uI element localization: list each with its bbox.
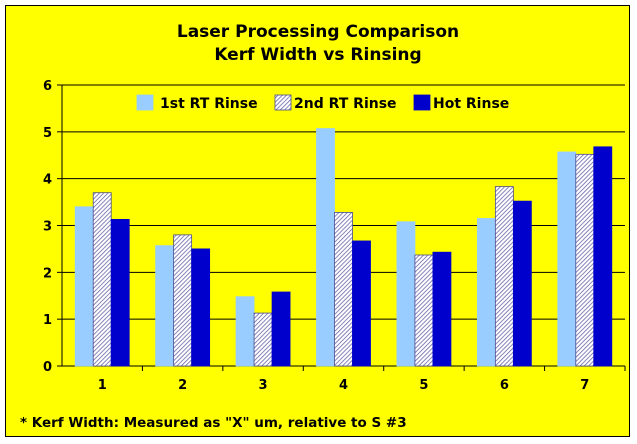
bar-hot-rinse-7 xyxy=(594,147,612,366)
bar-hot-rinse-4 xyxy=(353,241,371,366)
y-tick-label: 3 xyxy=(43,220,52,235)
bar-2nd-rt-rinse-2 xyxy=(174,235,192,366)
bar-1st-rt-rinse-5 xyxy=(397,222,415,366)
bar-2nd-rt-rinse-5 xyxy=(415,255,433,366)
bar-1st-rt-rinse-2 xyxy=(156,246,174,366)
bar-2nd-rt-rinse-7 xyxy=(576,154,594,366)
x-tick-label: 2 xyxy=(178,378,187,393)
bar-2nd-rt-rinse-6 xyxy=(495,187,513,366)
legend-swatch-1st-rt-rinse xyxy=(137,95,153,110)
x-tick-label: 1 xyxy=(98,378,107,393)
x-tick-label: 6 xyxy=(500,378,509,393)
chart-frame: Laser Processing Comparison Kerf Width v… xyxy=(5,5,630,437)
bar-hot-rinse-5 xyxy=(433,252,451,366)
plot-area: 0 1 2 3 4 5 6 1 2 3 4 5 6 7 xyxy=(43,79,625,393)
bar-hot-rinse-2 xyxy=(192,249,210,366)
bar-hot-rinse-1 xyxy=(111,219,129,366)
bar-hot-rinse-6 xyxy=(513,201,531,366)
x-tick-label: 3 xyxy=(259,378,268,393)
bar-1st-rt-rinse-6 xyxy=(477,218,495,366)
x-tick-label: 7 xyxy=(580,378,589,393)
legend-label-2nd-rt-rinse: 2nd RT Rinse xyxy=(294,96,397,112)
bar-2nd-rt-rinse-1 xyxy=(93,193,111,366)
x-tick-label: 4 xyxy=(339,378,348,393)
y-tick-label: 4 xyxy=(43,173,52,188)
y-tick-label: 2 xyxy=(43,266,52,281)
chart-title: Laser Processing Comparison xyxy=(177,22,459,42)
footnote: * Kerf Width: Measured as "X" um, relati… xyxy=(20,415,407,431)
bar-1st-rt-rinse-1 xyxy=(75,207,93,366)
bar-2nd-rt-rinse-3 xyxy=(254,313,272,366)
legend-swatch-2nd-rt-rinse xyxy=(275,95,291,110)
x-tick-label: 5 xyxy=(419,378,428,393)
legend-label-1st-rt-rinse: 1st RT Rinse xyxy=(160,96,258,112)
y-tick-label: 6 xyxy=(43,79,52,94)
bar-1st-rt-rinse-3 xyxy=(236,297,254,366)
legend-swatch-hot-rinse xyxy=(414,95,430,110)
bar-1st-rt-rinse-4 xyxy=(317,129,335,366)
bar-chart: Laser Processing Comparison Kerf Width v… xyxy=(6,6,631,438)
bar-2nd-rt-rinse-4 xyxy=(335,212,353,366)
legend-label-hot-rinse: Hot Rinse xyxy=(433,96,509,112)
y-tick-label: 5 xyxy=(43,126,52,141)
y-tick-label: 0 xyxy=(43,360,52,375)
bar-1st-rt-rinse-7 xyxy=(558,152,576,366)
legend: 1st RT Rinse 2nd RT Rinse Hot Rinse xyxy=(137,95,509,112)
y-tick-label: 1 xyxy=(43,313,52,328)
chart-subtitle: Kerf Width vs Rinsing xyxy=(214,45,421,65)
bar-hot-rinse-3 xyxy=(272,292,290,366)
